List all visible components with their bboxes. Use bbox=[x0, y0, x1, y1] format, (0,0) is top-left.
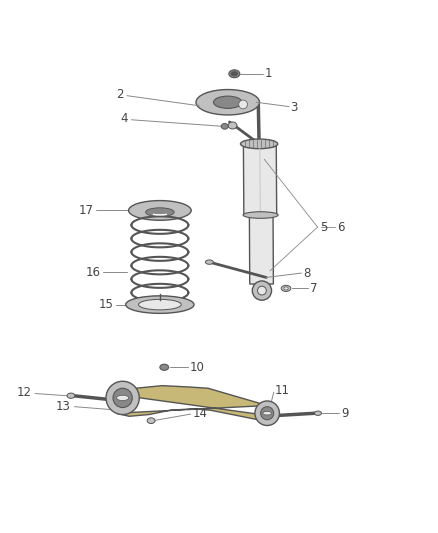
Circle shape bbox=[252, 281, 272, 300]
Ellipse shape bbox=[138, 300, 181, 310]
Ellipse shape bbox=[284, 287, 288, 290]
Ellipse shape bbox=[117, 395, 129, 400]
Ellipse shape bbox=[314, 411, 321, 415]
Text: 4: 4 bbox=[121, 112, 128, 125]
Ellipse shape bbox=[228, 122, 237, 129]
Text: 13: 13 bbox=[56, 400, 71, 413]
Text: 7: 7 bbox=[310, 282, 318, 295]
Ellipse shape bbox=[67, 393, 75, 398]
Polygon shape bbox=[115, 386, 271, 420]
Ellipse shape bbox=[205, 260, 213, 264]
Text: 5: 5 bbox=[320, 221, 327, 233]
Ellipse shape bbox=[231, 71, 237, 76]
Ellipse shape bbox=[243, 212, 278, 219]
Text: 6: 6 bbox=[337, 221, 345, 233]
Ellipse shape bbox=[126, 296, 194, 313]
Polygon shape bbox=[244, 146, 277, 215]
Ellipse shape bbox=[221, 124, 228, 129]
Text: 8: 8 bbox=[304, 266, 311, 280]
Ellipse shape bbox=[196, 90, 259, 115]
Ellipse shape bbox=[281, 285, 291, 292]
Circle shape bbox=[106, 381, 139, 415]
Ellipse shape bbox=[145, 208, 174, 216]
Text: 9: 9 bbox=[341, 407, 349, 419]
Circle shape bbox=[261, 407, 274, 420]
Text: 15: 15 bbox=[99, 298, 114, 311]
Text: 1: 1 bbox=[265, 67, 272, 80]
Ellipse shape bbox=[129, 200, 191, 220]
Polygon shape bbox=[249, 215, 273, 284]
Ellipse shape bbox=[214, 96, 242, 108]
Text: 17: 17 bbox=[79, 204, 94, 217]
Text: 11: 11 bbox=[275, 384, 290, 397]
Circle shape bbox=[239, 100, 247, 109]
Text: 3: 3 bbox=[290, 101, 298, 115]
Circle shape bbox=[113, 388, 132, 408]
Text: 14: 14 bbox=[192, 407, 207, 420]
Ellipse shape bbox=[263, 411, 272, 415]
Ellipse shape bbox=[229, 70, 240, 78]
Ellipse shape bbox=[147, 418, 155, 424]
Circle shape bbox=[255, 401, 279, 425]
Ellipse shape bbox=[160, 364, 169, 370]
Text: 10: 10 bbox=[190, 361, 205, 374]
Text: 16: 16 bbox=[86, 266, 101, 279]
Text: 2: 2 bbox=[116, 88, 124, 101]
Text: 12: 12 bbox=[17, 386, 32, 399]
Ellipse shape bbox=[240, 139, 278, 149]
Circle shape bbox=[258, 286, 266, 295]
